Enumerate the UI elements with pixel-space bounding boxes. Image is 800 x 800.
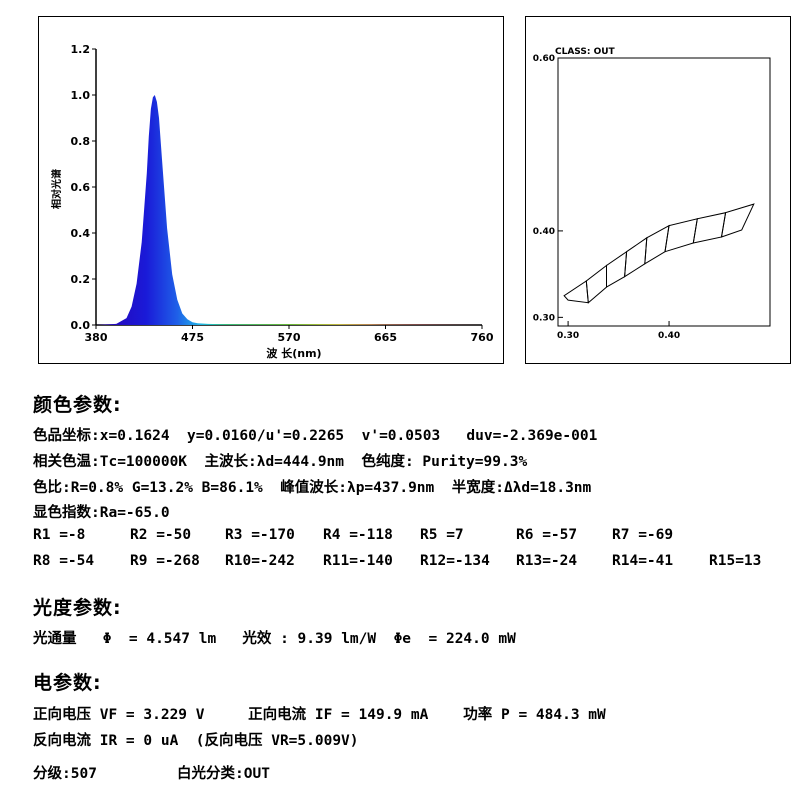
spectrum-x-axis-label: 波 长(nm) <box>266 346 321 360</box>
chromaticity-chart-panel: CLASS: OUT 0.60 0.40 0.30 0.30 0.40 <box>525 16 791 364</box>
chromaticity-x-tick-label: 0.30 <box>557 331 579 341</box>
spectrum-y-tick-label: 0.2 <box>71 273 91 286</box>
chromaticity-y-tick-label: 0.40 <box>533 227 555 237</box>
spectrum-x-tick-label: 760 <box>471 331 494 344</box>
chromaticity-bin <box>720 203 755 238</box>
r-value: R7 =-69 <box>612 527 674 543</box>
chromaticity-bin <box>606 250 628 288</box>
forward-line: 正向电压 VF = 3.229 V 正向电流 IF = 149.9 mA 功率 … <box>33 707 606 723</box>
spectrum-chart-panel: 0.0 0.2 0.4 0.6 0.8 1.0 1.2 380 475 570 665 760 波 … <box>38 16 504 364</box>
chromaticity-bin <box>692 212 727 244</box>
spectrum-y-tick-label: 0.8 <box>71 135 91 148</box>
r-value: R10=-242 <box>225 553 295 569</box>
chromaticity-bin <box>585 264 607 304</box>
r-value: R1 =-8 <box>33 527 86 543</box>
spectrum-y-axis-label: 相对光谱 <box>50 169 63 209</box>
spectrum-y-tick-label: 1.2 <box>71 43 91 56</box>
chromaticity-class-label: CLASS: OUT <box>555 47 616 57</box>
r-value: R3 =-170 <box>225 527 295 543</box>
chromaticity-bin <box>664 218 698 253</box>
chromaticity-y-tick-label: 0.30 <box>533 313 555 323</box>
bin-grade: 分级:507 <box>33 766 97 782</box>
ra-line: 显色指数:Ra=-65.0 <box>33 505 170 521</box>
spectrum-chart: 0.0 0.2 0.4 0.6 0.8 1.0 1.2 380 475 570 665 760 波 … <box>50 43 494 360</box>
r-value: R11=-140 <box>323 553 393 569</box>
chromaticity-plot-frame <box>557 57 771 327</box>
electrical-params-title: 电参数: <box>33 672 102 694</box>
chromaticity-bin <box>563 280 589 304</box>
color-ratio-line: 色比:R=0.8% G=13.2% B=86.1% 峰值波长:λp=437.9n… <box>33 480 592 496</box>
photometric-params-title: 光度参数: <box>33 597 122 619</box>
color-params-title: 颜色参数: <box>33 394 122 416</box>
r-value: R15=13 <box>709 553 762 569</box>
cct-line: 相关色温:Tc=100000K 主波长:λd=444.9nm 色纯度: Puri… <box>33 454 528 470</box>
r-value: R5 =7 <box>420 527 464 543</box>
chromaticity-bin <box>624 236 648 278</box>
spectrum-x-tick-label: 665 <box>374 331 397 344</box>
spectrum-y-tick-label: 1.0 <box>71 89 91 102</box>
spectrum-curve <box>96 95 482 325</box>
chromaticity-line: 色品坐标:x=0.1624 y=0.0160/u'=0.2265 v'=0.05… <box>33 428 598 444</box>
white-class: 白光分类:OUT <box>177 766 270 782</box>
r-value: R14=-41 <box>612 553 674 569</box>
r-value: R13=-24 <box>516 553 578 569</box>
chromaticity-chart: CLASS: OUT 0.60 0.40 0.300.30 0.40 <box>533 47 771 341</box>
chromaticity-bin <box>644 224 670 265</box>
r-value: R8 =-54 <box>33 553 95 569</box>
spectrum-y-tick-label: 0.0 <box>71 319 91 332</box>
spectrum-x-tick-label: 475 <box>181 331 204 344</box>
reverse-line: 反向电流 IR = 0 uA (反向电压 VR=5.009V) <box>33 733 359 749</box>
r-value: R6 =-57 <box>516 527 578 543</box>
chromaticity-x-tick-label: 0.40 <box>658 331 680 341</box>
spectrum-y-tick-label: 0.4 <box>71 227 91 240</box>
spectrum-x-tick-label: 570 <box>278 331 301 344</box>
r-value: R9 =-268 <box>130 553 200 569</box>
r-value: R12=-134 <box>420 553 490 569</box>
r-value: R4 =-118 <box>323 527 393 543</box>
flux-line: 光通量 Φ = 4.547 lm 光效 : 9.39 lm/W Φe = 224… <box>33 631 516 647</box>
r-value: R2 =-50 <box>130 527 192 543</box>
spectrum-y-tick-label: 0.6 <box>71 181 91 194</box>
chromaticity-y-tick-label: 0.60 <box>533 54 555 64</box>
spectrum-x-tick-label: 380 <box>85 331 108 344</box>
